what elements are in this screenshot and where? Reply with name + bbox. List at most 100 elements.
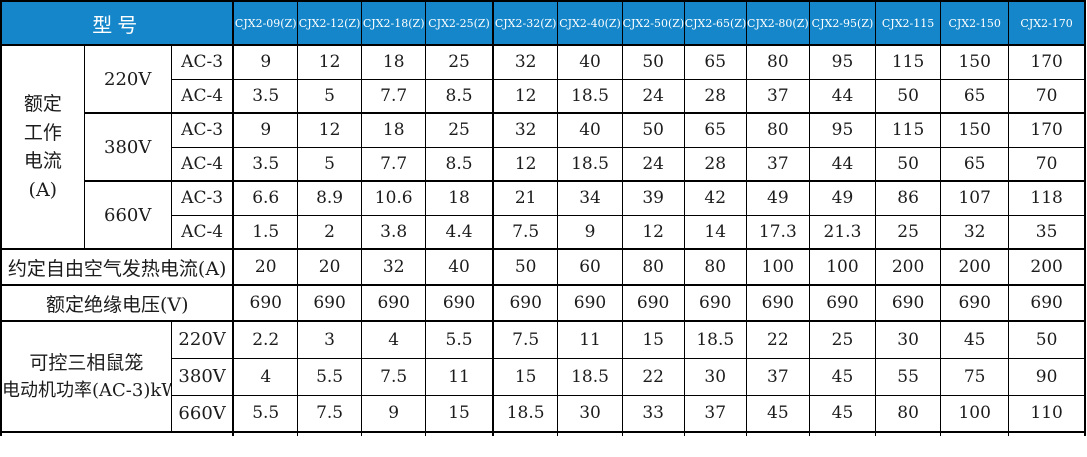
- value-cell: 32: [491, 112, 559, 148]
- value-cell: 18: [361, 112, 427, 148]
- value-cell: 4.4: [425, 214, 494, 250]
- value-cell: 25: [808, 320, 877, 359]
- value-cell: 690: [875, 284, 942, 322]
- value-cell: 12: [491, 78, 559, 114]
- partial-next-row: [0, 431, 1086, 436]
- voltage-label: 380V: [170, 357, 234, 396]
- partial-row-cell: [683, 431, 747, 436]
- value-cell: 20: [232, 248, 299, 286]
- rated-current-row-380v-ac4: AC-4 3.5 5 7.7 8.5 12 18.5 24 28 37 44 5…: [1, 146, 1086, 182]
- rated-current-row-220v-ac4: AC-4 3.5 5 7.7 8.5 12 18.5 24 28 37 44 5…: [1, 78, 1086, 114]
- partial-row-cell: [297, 431, 363, 436]
- model-header-label: 型号: [0, 0, 234, 46]
- value-cell: 100: [808, 248, 877, 286]
- value-cell: 44: [808, 78, 877, 114]
- duty-label: AC-4: [170, 78, 234, 114]
- value-cell: 30: [875, 320, 942, 359]
- value-cell: 2.2: [232, 320, 299, 359]
- value-cell: 3: [297, 320, 363, 359]
- value-cell: 86: [875, 180, 942, 216]
- value-cell: 65: [940, 146, 1010, 182]
- value-cell: 9: [232, 44, 299, 80]
- value-cell: 24: [621, 146, 685, 182]
- rated-current-label-line: 工作: [23, 121, 62, 144]
- value-cell: 7.5: [297, 394, 363, 433]
- value-cell: 45: [808, 357, 877, 396]
- model-column-header: CJX2-40(Z): [557, 0, 623, 46]
- voltage-label: 220V: [170, 320, 234, 359]
- value-cell: 690: [232, 284, 299, 322]
- value-cell: 42: [683, 180, 747, 216]
- motor-power-label-line: 可控三相鼠笼: [29, 351, 144, 374]
- value-cell: 15: [491, 357, 559, 396]
- motor-power-row-220v: 可控三相鼠笼 电动机功率(AC-3)kW 220V 2.2 3 4 5.5 7.…: [0, 320, 1086, 433]
- value-cell: 100: [745, 248, 810, 286]
- value-cell: 110: [1008, 394, 1086, 433]
- value-cell: 12: [297, 112, 363, 148]
- value-cell: 9: [232, 112, 299, 148]
- motor-power-row-380v: 380V 4 5.5 7.5 11 15 18.5 22 30 37 45 55…: [1, 357, 1086, 396]
- voltage-label: 660V: [170, 394, 234, 433]
- model-column-header: CJX2-32(Z): [491, 0, 559, 46]
- voltage-label: 220V: [83, 44, 172, 114]
- value-cell: 32: [361, 248, 427, 286]
- value-cell: 37: [745, 78, 810, 114]
- duty-label: AC-3: [170, 112, 234, 148]
- value-cell: 49: [745, 180, 810, 216]
- partial-row-cell: [425, 431, 494, 436]
- value-cell: 8.5: [425, 78, 494, 114]
- value-cell: 95: [808, 44, 877, 80]
- value-cell: 21.3: [808, 214, 877, 250]
- value-cell: 5.5: [232, 394, 299, 433]
- rated-current-row-660v-ac4: AC-4 1.5 2 3.8 4.4 7.5 9 12 14 17.3 21.3…: [1, 214, 1086, 250]
- value-cell: 18.5: [491, 394, 559, 433]
- value-cell: 118: [1008, 180, 1086, 216]
- value-cell: 690: [361, 284, 427, 322]
- value-cell: 3.8: [361, 214, 427, 250]
- value-cell: 17.3: [745, 214, 810, 250]
- value-cell: 30: [557, 394, 623, 433]
- model-column-header: CJX2-115: [875, 0, 942, 46]
- value-cell: 75: [940, 357, 1010, 396]
- value-cell: 18: [425, 180, 494, 216]
- partial-row-cell: [232, 431, 299, 436]
- value-cell: 4: [361, 320, 427, 359]
- value-cell: 3.5: [232, 146, 299, 182]
- value-cell: 21: [491, 180, 559, 216]
- value-cell: 20: [297, 248, 363, 286]
- table-header-row: 型号 CJX2-09(Z) CJX2-12(Z) CJX2-18(Z) CJX2…: [0, 0, 1086, 46]
- value-cell: 32: [940, 214, 1010, 250]
- value-cell: 14: [683, 214, 747, 250]
- value-cell: 55: [875, 357, 942, 396]
- model-column-header: CJX2-50(Z): [621, 0, 685, 46]
- value-cell: 44: [808, 146, 877, 182]
- value-cell: 80: [745, 44, 810, 80]
- value-cell: 690: [1008, 284, 1086, 322]
- value-cell: 150: [940, 112, 1010, 148]
- value-cell: 37: [683, 394, 747, 433]
- value-cell: 690: [621, 284, 685, 322]
- value-cell: 200: [875, 248, 942, 286]
- contactor-spec-table: 型号 CJX2-09(Z) CJX2-12(Z) CJX2-18(Z) CJX2…: [0, 0, 1086, 436]
- value-cell: 200: [1008, 248, 1086, 286]
- value-cell: 60: [557, 248, 623, 286]
- insulation-voltage-label: 额定绝缘电压(V): [0, 284, 234, 322]
- value-cell: 8.9: [297, 180, 363, 216]
- voltage-label: 380V: [83, 112, 172, 182]
- value-cell: 12: [621, 214, 685, 250]
- partial-row-cell: [875, 431, 942, 436]
- insulation-voltage-row: 额定绝缘电压(V) 690 690 690 690 690 690 690 69…: [0, 284, 1086, 322]
- thermal-current-label: 约定自由空气发热电流(A): [0, 248, 234, 286]
- value-cell: 7.7: [361, 78, 427, 114]
- value-cell: 15: [621, 320, 685, 359]
- value-cell: 15: [425, 394, 494, 433]
- thermal-current-row: 约定自由空气发热电流(A) 20 20 32 40 50 60 80 80 10…: [0, 248, 1086, 286]
- value-cell: 65: [683, 44, 747, 80]
- value-cell: 37: [745, 146, 810, 182]
- value-cell: 8.5: [425, 146, 494, 182]
- duty-label: AC-4: [170, 214, 234, 250]
- value-cell: 32: [491, 44, 559, 80]
- value-cell: 24: [621, 78, 685, 114]
- value-cell: 5: [297, 78, 363, 114]
